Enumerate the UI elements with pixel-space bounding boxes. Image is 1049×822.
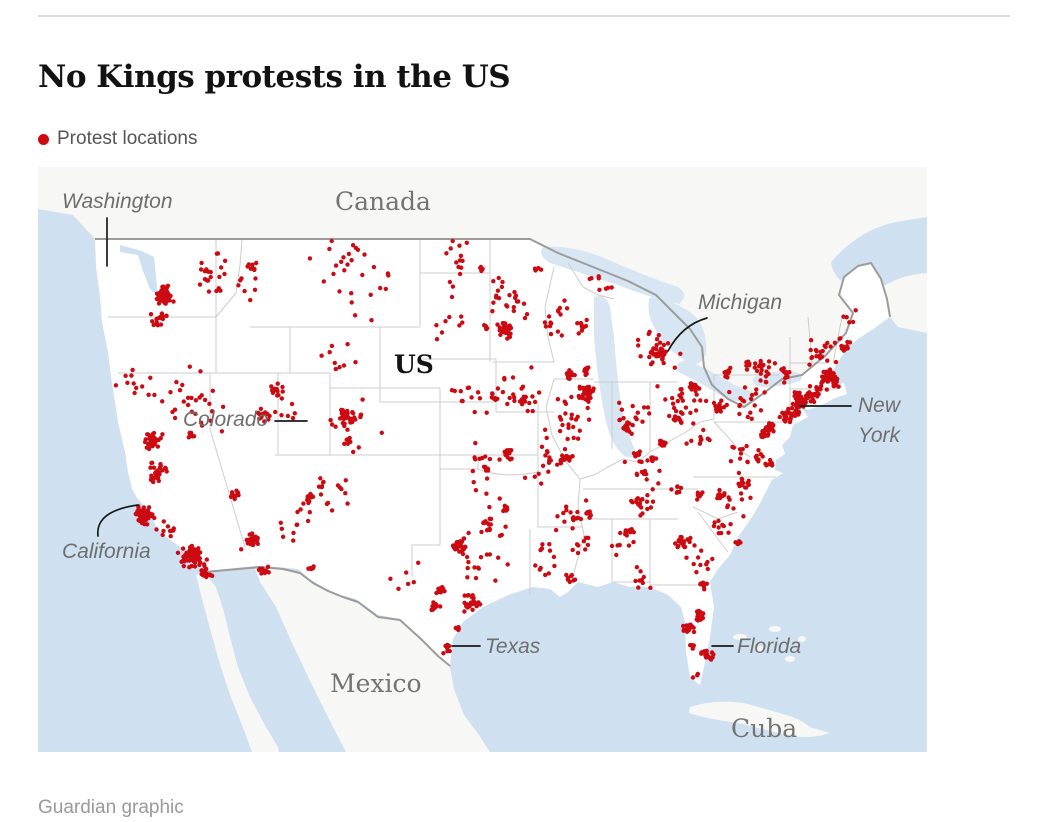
legend: Protest locations	[38, 128, 197, 150]
new-york-label-line2: York	[858, 424, 902, 447]
legend-dot-icon	[38, 133, 49, 145]
legend-label: Protest locations	[57, 128, 198, 149]
map-labels: Washington Canada Michigan US Colorado N…	[62, 187, 902, 743]
california-label: California	[62, 540, 151, 563]
texas-label: Texas	[485, 635, 541, 658]
dots-layer	[113, 238, 858, 680]
baja-california	[196, 573, 279, 752]
credit: Guardian graphic	[38, 797, 184, 818]
lake-huron	[648, 297, 707, 364]
canada-border	[95, 238, 891, 408]
canada-label: Canada	[335, 187, 431, 216]
florida-label: Florida	[737, 635, 801, 658]
mexico-label: Mexico	[330, 669, 422, 698]
michigan-leader-line	[667, 317, 708, 352]
country-borders	[95, 238, 891, 667]
page-title: No Kings protests in the US	[38, 58, 511, 95]
puget-sound	[120, 245, 158, 297]
lake-erie	[676, 360, 754, 402]
new-york-label-line1: New	[858, 394, 902, 417]
leader-lines	[97, 217, 852, 647]
map-svg: Washington Canada Michigan US Colorado N…	[38, 167, 927, 752]
colorado-label: Colorado	[183, 408, 269, 431]
us-label: US	[394, 350, 434, 379]
mexico-land	[255, 569, 490, 752]
cuba-land	[689, 701, 830, 738]
mexico-border	[204, 566, 451, 667]
map: Washington Canada Michigan US Colorado N…	[38, 167, 927, 752]
michigan-label: Michigan	[698, 291, 782, 314]
lake-michigan	[594, 296, 635, 458]
top-rule	[38, 15, 1010, 17]
california-leader-line	[97, 504, 139, 537]
washington-label: Washington	[62, 190, 173, 213]
bahamas	[733, 626, 806, 662]
cuba-label: Cuba	[731, 714, 797, 743]
